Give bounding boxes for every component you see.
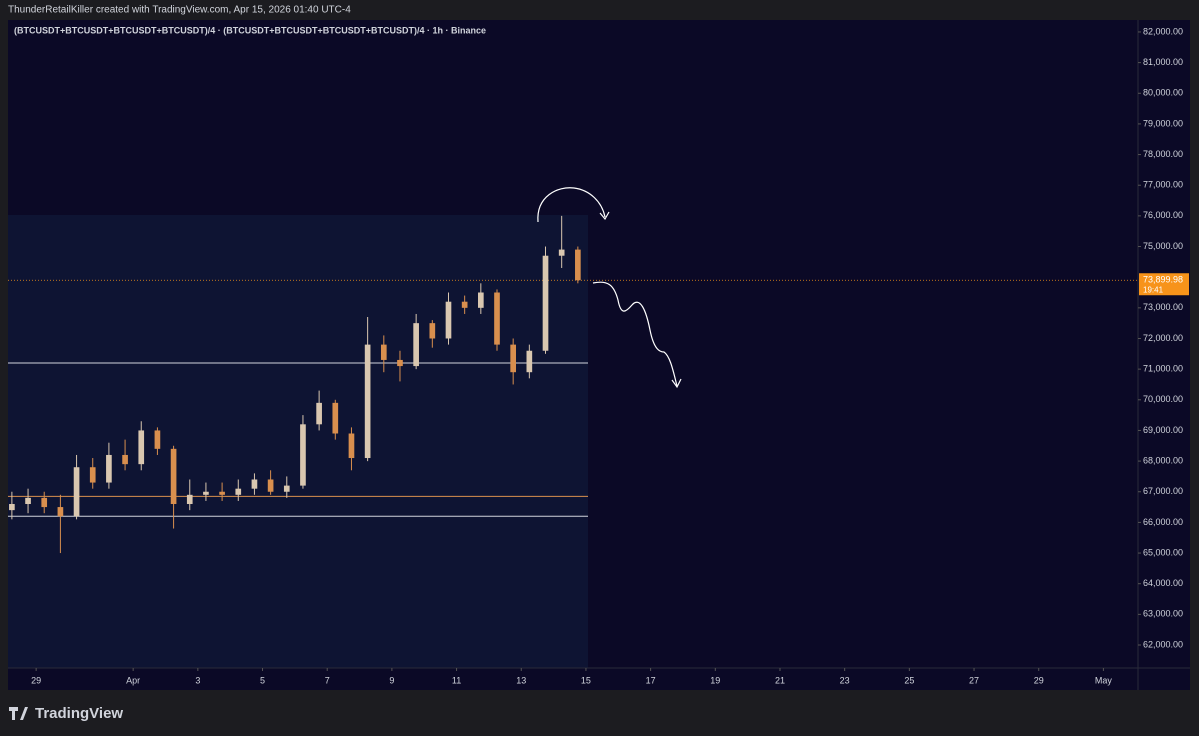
- candle-body: [348, 433, 355, 459]
- brand-logo: [9, 707, 28, 720]
- y-tick-label: 67,000.00: [1143, 486, 1183, 496]
- x-tick-label: 11: [452, 675, 461, 685]
- candle-body: [575, 249, 581, 281]
- x-tick-label: 5: [260, 675, 265, 685]
- candle-body: [445, 301, 452, 339]
- brand-name: TradingView: [35, 705, 123, 722]
- y-tick-label: 64,000.00: [1143, 578, 1183, 588]
- y-tick-label: 73,000.00: [1143, 302, 1183, 312]
- candle-body: [526, 350, 533, 373]
- y-tick-label: 79,000.00: [1143, 118, 1183, 128]
- candle-body: [186, 494, 193, 505]
- candle-body: [380, 344, 387, 360]
- candle-body: [89, 467, 96, 483]
- candle-body: [235, 488, 242, 495]
- y-tick-label: 80,000.00: [1143, 88, 1183, 98]
- countdown-label: 19:41: [1143, 285, 1164, 294]
- candle-body: [9, 504, 15, 511]
- y-tick-label: 75,000.00: [1143, 241, 1183, 251]
- x-tick-label: 9: [389, 675, 394, 685]
- candle-body: [138, 430, 145, 465]
- candle-body: [106, 454, 112, 483]
- candle-body: [219, 491, 225, 495]
- candle-body: [283, 485, 290, 492]
- candle-body: [57, 507, 64, 517]
- y-tick-label: 65,000.00: [1143, 547, 1183, 557]
- y-tick-label: 77,000.00: [1143, 180, 1183, 190]
- y-tick-label: 71,000.00: [1143, 364, 1183, 374]
- candle-body: [413, 323, 419, 367]
- drawing-arrowhead: [599, 211, 610, 221]
- x-tick-label: 29: [31, 675, 41, 685]
- candle-body: [494, 292, 500, 345]
- candle-body: [73, 467, 80, 517]
- candle-body: [300, 424, 306, 486]
- plot: 62,000.00 63,000.00 64,000.00 65,000.00 66,0…: [8, 26, 1189, 685]
- chart-title: (BTCUSDT+BTCUSDT+BTCUSDT+BTCUSDT)/4 · (B…: [14, 25, 486, 35]
- candle-body: [397, 359, 403, 367]
- candle-body: [461, 301, 468, 308]
- x-tick-label: Apr: [126, 675, 140, 685]
- y-tick-label: 81,000.00: [1143, 57, 1183, 67]
- x-tick-label: 19: [710, 675, 720, 685]
- y-tick-label: 63,000.00: [1143, 609, 1183, 619]
- x-tick-label: 17: [646, 675, 656, 685]
- x-tick-label: 29: [1034, 675, 1044, 685]
- candle-body: [429, 323, 436, 339]
- y-tick-label: 66,000.00: [1143, 517, 1183, 527]
- x-tick-label: 15: [581, 675, 591, 685]
- candle-body: [267, 479, 274, 492]
- y-tick-label: 68,000.00: [1143, 455, 1183, 465]
- candle-body: [558, 249, 565, 256]
- last-price-label: 73,899.98: [1143, 275, 1183, 285]
- last-price-box: [1139, 273, 1189, 296]
- candle-body: [364, 344, 371, 459]
- candle-body: [251, 479, 258, 489]
- x-tick-label: May: [1095, 675, 1113, 685]
- x-tick-label: 25: [904, 675, 914, 685]
- candle-body: [170, 448, 177, 505]
- x-tick-label: 21: [775, 675, 785, 685]
- candle-body: [122, 454, 128, 465]
- y-tick-label: 76,000.00: [1143, 210, 1183, 220]
- candle-body: [25, 497, 31, 505]
- candle-body: [41, 497, 48, 508]
- candle-body: [477, 292, 484, 308]
- candle-body: [542, 255, 549, 351]
- candle-body: [332, 402, 339, 434]
- x-tick-label: 23: [840, 675, 850, 685]
- x-tick-label: 3: [195, 675, 200, 685]
- drawing-arc: [537, 187, 606, 223]
- drawing-projection: [592, 281, 678, 387]
- x-tick-label: 13: [516, 675, 526, 685]
- y-tick-label: 62,000.00: [1143, 639, 1183, 649]
- drawing-arrowhead: [671, 378, 682, 389]
- candle-body: [154, 430, 161, 449]
- y-tick-label: 72,000.00: [1143, 333, 1183, 343]
- y-tick-label: 78,000.00: [1143, 149, 1183, 159]
- shaded-zone: [8, 215, 588, 668]
- candle-body: [510, 344, 516, 373]
- x-tick-label: 27: [969, 675, 979, 685]
- header-text: ThunderRetailKiller created with Trading…: [8, 5, 351, 16]
- candle-body: [203, 491, 209, 495]
- y-tick-label: 69,000.00: [1143, 425, 1183, 435]
- y-tick-label: 82,000.00: [1143, 26, 1183, 36]
- candle-body: [316, 402, 322, 425]
- x-tick-label: 7: [325, 675, 330, 685]
- y-tick-label: 70,000.00: [1143, 394, 1183, 404]
